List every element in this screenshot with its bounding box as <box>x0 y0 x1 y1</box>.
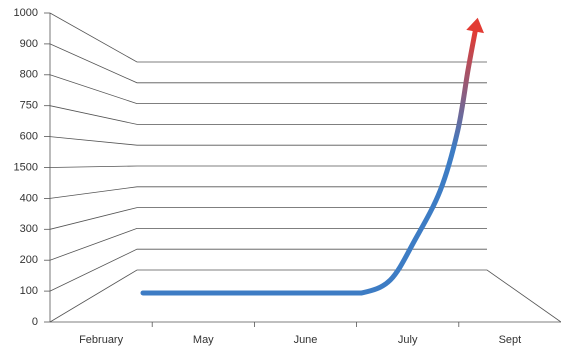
x-tick-label: Sept <box>499 334 522 346</box>
grid-line <box>49 43 487 84</box>
y-tick-label: 1000 <box>14 7 38 19</box>
y-tick-label: 900 <box>20 38 38 50</box>
grid-line <box>49 165 487 168</box>
grid-line <box>49 248 487 292</box>
x-tick-label: June <box>294 334 318 346</box>
grid-line <box>49 269 561 323</box>
grid-line <box>49 207 487 230</box>
y-tick-label: 100 <box>20 285 38 297</box>
y-tick-label: 300 <box>20 223 38 235</box>
x-tick-label: July <box>398 334 418 346</box>
y-tick-label: 800 <box>20 69 38 81</box>
line <box>140 29 478 296</box>
y-tick-label: 1500 <box>14 161 38 173</box>
grid-line <box>49 186 487 199</box>
y-tick-label: 400 <box>20 192 38 204</box>
y-tick-label: 200 <box>20 254 38 266</box>
y-tick-label: 750 <box>20 100 38 112</box>
grid-line <box>49 12 487 63</box>
x-tick-label: February <box>79 334 124 346</box>
grid-line <box>49 136 487 146</box>
grid-line <box>49 227 487 261</box>
grid-line <box>49 74 487 104</box>
y-tick-label: 0 <box>32 316 38 328</box>
grid-line <box>49 105 487 125</box>
arrow-head <box>466 17 485 34</box>
x-tick-label: May <box>193 334 214 346</box>
y-tick-label: 600 <box>20 131 38 143</box>
